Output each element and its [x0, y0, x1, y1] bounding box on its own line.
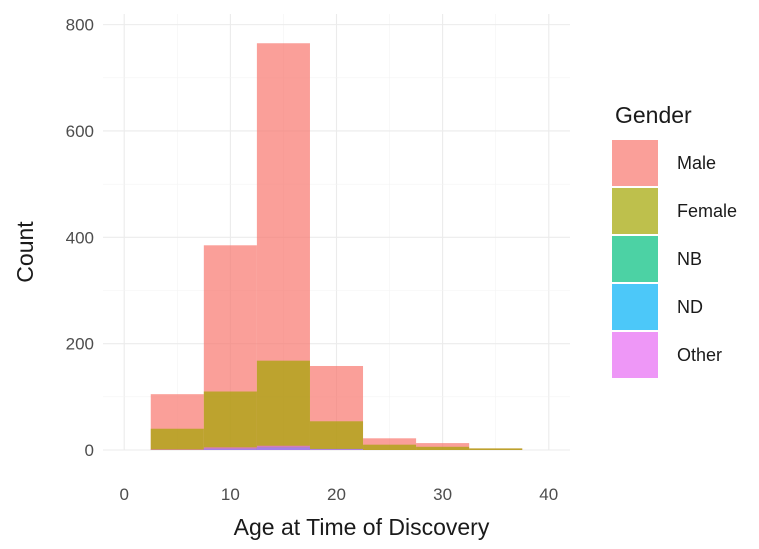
bar-female: [256, 360, 310, 450]
bars-layer: [150, 43, 523, 451]
legend-swatch: [612, 284, 658, 330]
bar-female: [203, 391, 257, 450]
legend-item-nd: ND: [612, 284, 703, 330]
legend: Gender Male Female NB ND Other: [612, 102, 737, 378]
bar-female: [416, 446, 470, 450]
bar-female: [150, 428, 204, 450]
bar-other: [150, 449, 204, 450]
bar-other: [203, 447, 257, 450]
y-axis-title: Count: [12, 221, 38, 283]
series-other: [150, 445, 364, 450]
x-tick-label: 40: [539, 485, 558, 504]
bar-male: [416, 443, 470, 450]
bar-female: [469, 448, 523, 450]
legend-label: ND: [677, 297, 703, 317]
legend-label: Other: [677, 345, 722, 365]
bar-male: [363, 438, 417, 450]
legend-label: Male: [677, 153, 716, 173]
x-axis-title: Age at Time of Discovery: [234, 514, 490, 540]
legend-swatch: [612, 140, 658, 186]
y-tick-label: 800: [66, 16, 94, 35]
y-tick-label: 400: [66, 228, 94, 247]
bar-female: [363, 444, 417, 450]
legend-label: Female: [677, 201, 737, 221]
legend-swatch: [612, 236, 658, 282]
legend-item-nb: NB: [612, 236, 702, 282]
bar-other: [309, 448, 364, 450]
y-tick-label: 600: [66, 122, 94, 141]
x-tick-label: 10: [221, 485, 240, 504]
y-tick-label: 200: [66, 335, 94, 354]
bar-female: [309, 421, 364, 450]
legend-item-female: Female: [612, 188, 737, 234]
y-tick-label: 0: [85, 441, 94, 460]
legend-item-other: Other: [612, 332, 722, 378]
x-tick-label: 0: [119, 485, 128, 504]
series-female: [150, 360, 523, 450]
x-tick-label: 20: [327, 485, 346, 504]
x-tick-label: 30: [433, 485, 452, 504]
legend-swatch: [612, 332, 658, 378]
legend-swatch: [612, 188, 658, 234]
legend-label: NB: [677, 249, 702, 269]
bar-other: [256, 445, 310, 450]
legend-item-male: Male: [612, 140, 716, 186]
legend-items: Male Female NB ND Other: [612, 140, 737, 378]
legend-title: Gender: [615, 102, 692, 128]
